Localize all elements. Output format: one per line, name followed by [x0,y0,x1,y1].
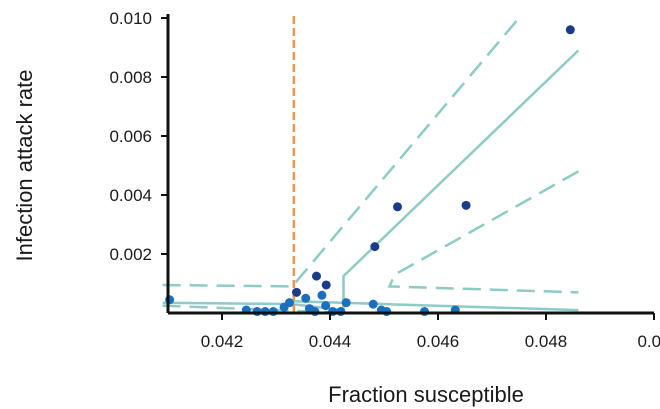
y-ticks: 0.002 0.004 0.006 0.008 0.010 [109,9,168,264]
y-tick-label: 0.010 [109,9,152,28]
data-point [301,293,311,303]
data-point [312,271,321,281]
data-point [368,299,378,309]
data-point [393,202,402,212]
y-tick-label: 0.006 [109,127,152,146]
x-tick-label: 0.05 [637,332,660,351]
y-tick-label: 0.008 [109,68,152,87]
y-axis-title: Infection attack rate [12,70,37,262]
data-point [370,242,380,252]
fit-mean-tail-line [292,299,579,312]
data-point [461,200,471,210]
y-tick-label: 0.004 [109,186,152,205]
fit-mean-line [162,49,580,312]
data-point [341,298,351,308]
fit-lower-bound-right-line [387,170,580,294]
x-tick-label: 0.042 [201,332,244,351]
data-points [165,25,575,317]
data-point [285,298,294,308]
data-point [321,301,331,311]
fit-upper-bound-line [162,17,520,288]
axes [166,14,654,315]
data-point [165,295,175,305]
data-point [321,280,331,290]
data-point [565,25,575,35]
x-ticks: 0.042 0.044 0.046 0.048 0.05 [201,313,660,351]
data-point [317,290,327,300]
x-tick-label: 0.048 [525,332,568,351]
data-point [292,287,302,297]
x-tick-label: 0.044 [309,332,352,351]
fit-lines [162,17,580,315]
y-tick-label: 0.002 [109,245,152,264]
x-tick-label: 0.046 [417,332,460,351]
x-axis-title: Fraction susceptible [328,382,524,407]
